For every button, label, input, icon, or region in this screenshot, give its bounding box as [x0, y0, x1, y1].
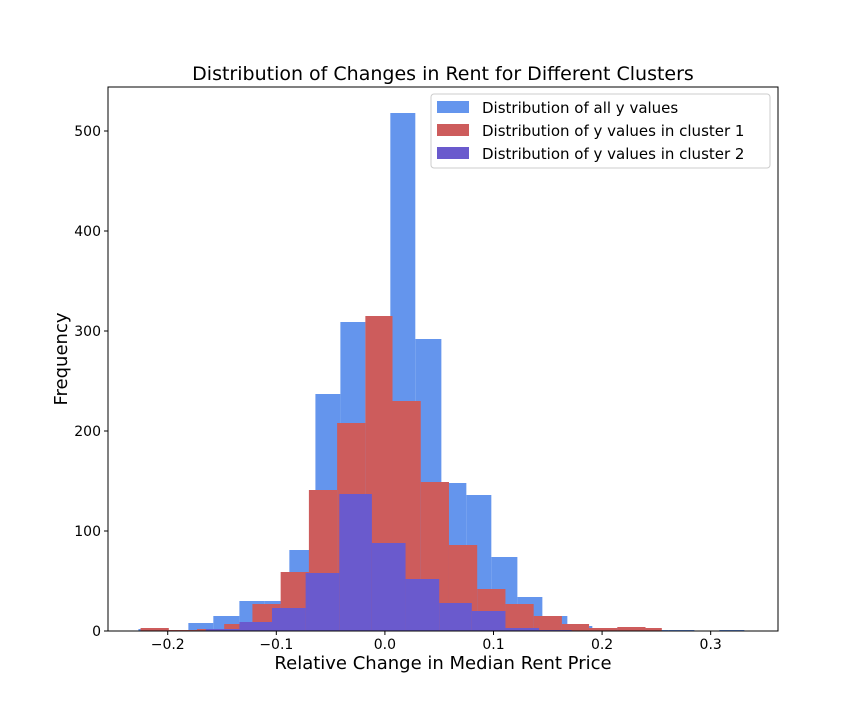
legend-label-cluster-2: Distribution of y values in cluster 2	[482, 145, 744, 163]
y-tick-label: 0	[92, 624, 101, 640]
bar-cluster-1-14	[533, 616, 562, 631]
x-axis-label: Relative Change in Median Rent Price	[274, 653, 611, 674]
bar-cluster-1-17	[617, 627, 646, 631]
bar-cluster-2-9	[505, 628, 540, 631]
x-tick-label: −0.1	[259, 637, 293, 653]
y-tick-label: 200	[74, 424, 101, 440]
y-axis-label: Frequency	[51, 312, 72, 405]
legend-swatch-cluster-2	[437, 147, 469, 159]
bar-cluster-2-4	[339, 494, 372, 631]
bar-cluster-2-1	[239, 622, 272, 631]
x-tick-label: 0.0	[374, 637, 396, 653]
bar-cluster-1-18	[645, 628, 662, 631]
legend-frame	[430, 93, 771, 169]
chart-title: Distribution of Changes in Rent for Diff…	[192, 63, 694, 85]
legend-swatch-cluster-1	[437, 124, 469, 136]
x-tick-label: 0.2	[591, 637, 613, 653]
legend-swatch-all	[437, 101, 469, 113]
y-tick-label: 100	[74, 524, 101, 540]
bar-cluster-1-15	[561, 624, 590, 631]
bar-cluster-2-7	[439, 603, 472, 631]
y-tick-label: 500	[74, 124, 101, 140]
y-tick-label: 400	[74, 224, 101, 240]
y-tick-label: 300	[74, 324, 101, 340]
bar-cluster-2-5	[371, 543, 406, 631]
legend-label-cluster-1: Distribution of y values in cluster 1	[482, 122, 744, 140]
y-axis: 0 100 200 300 400 500	[74, 124, 108, 640]
bar-cluster-2-0	[205, 629, 240, 631]
bar-cluster-2-3	[305, 573, 340, 631]
x-axis: −0.2 −0.1 0.0 0.1 0.2 0.3	[151, 631, 722, 653]
x-tick-label: 0.1	[482, 637, 504, 653]
bar-cluster-2-2	[271, 608, 306, 631]
x-tick-label: 0.3	[700, 637, 722, 653]
legend-label-all: Distribution of all y values	[482, 99, 678, 117]
bar-cluster-2-8	[471, 611, 506, 631]
bar-cluster-1-0	[140, 628, 169, 631]
x-tick-label: −0.2	[151, 637, 185, 653]
bar-cluster-1-3	[224, 624, 253, 631]
bar-cluster-1-16	[589, 628, 618, 631]
legend: Distribution of all y values Distributio…	[430, 93, 771, 169]
plot-frame	[107, 86, 779, 632]
bars-layer	[138, 113, 745, 631]
bar-all-2	[188, 623, 214, 631]
bar-cluster-2-6	[405, 579, 440, 631]
bar-cluster-1-13	[505, 604, 534, 631]
